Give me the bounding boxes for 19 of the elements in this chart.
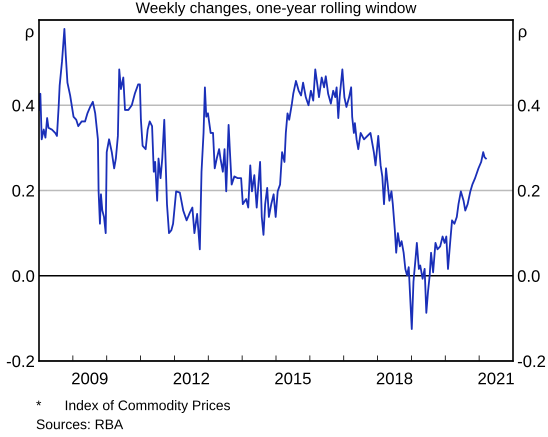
y2-tick-label: 0.2 [518,184,540,197]
line-series [39,28,487,330]
source-note: Sources: RBA [36,419,124,430]
y-tick-label: -0.2 [6,355,34,368]
x-tick-label: 2012 [174,372,210,384]
x-tick-label: 2015 [275,372,311,384]
x-tick-label: 2021 [478,372,514,384]
x-tick-label: 2018 [376,372,412,384]
x-tick-label: 2009 [72,372,108,384]
y-axis-title: ρ [26,28,34,41]
y2-tick-label: -0.2 [518,355,546,368]
y-tick-label: 0.0 [12,270,34,282]
chart-title: Weekly changes, one-year rolling window [136,2,416,16]
y2-axis-title: ρ [518,28,527,41]
y-tick-label: 0.2 [12,184,34,197]
text: * Index of Commodity Prices [36,400,230,413]
y-tick-label: 0.4 [12,100,34,112]
y2-tick-label: 0.4 [518,100,540,112]
y2-tick-label: 0.0 [518,270,540,282]
